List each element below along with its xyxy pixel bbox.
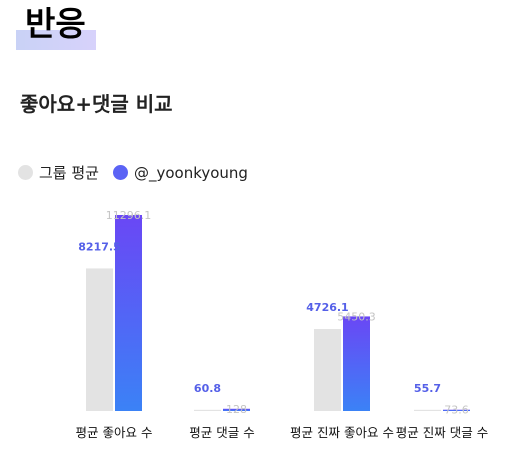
legend-item-group[interactable]: 그룹 평균: [18, 162, 99, 183]
data-label-group-avg: 55.7: [414, 382, 441, 395]
legend-swatch-group: [18, 165, 33, 180]
bar-user: [343, 316, 370, 411]
legend-label-group: 그룹 평균: [39, 164, 99, 182]
data-label-group-avg: 60.8: [194, 382, 221, 395]
data-label-user: 11296.1: [106, 209, 152, 222]
bar-user: [223, 408, 250, 411]
data-label-group-avg: 8217.5: [78, 240, 120, 253]
legend-item-user[interactable]: @_yoonkyoung: [112, 163, 248, 182]
bar-user: [443, 409, 470, 411]
bar-group-avg: [86, 268, 113, 411]
x-tick-label: 평균 좋아요 수: [76, 425, 153, 440]
data-label-user: 5450.3: [337, 310, 376, 323]
bar-group-avg: [314, 328, 341, 411]
data-label-user: 128: [226, 403, 247, 416]
legend-label-user: @_yoonkyoung: [133, 163, 248, 182]
title-highlight: [16, 30, 96, 50]
data-label-user: 73.6: [444, 404, 469, 417]
bar-user: [115, 215, 142, 411]
bar-group-avg: [194, 409, 221, 411]
section-title: 반응: [25, 4, 86, 43]
section-header: 반응: [16, 4, 96, 50]
bar-group-avg: [414, 409, 441, 411]
chart-legend: 그룹 평균 @_yoonkyoung: [18, 162, 262, 183]
x-tick-label: 평균 진짜 좋아요 수: [290, 425, 394, 440]
x-tick-label: 평균 댓글 수: [189, 425, 254, 440]
chart-title: 좋아요+댓글 비교: [20, 92, 173, 116]
legend-swatch-user: [112, 165, 128, 180]
data-label-group-avg: 4726.1: [306, 301, 348, 314]
x-tick-label: 평균 진짜 댓글 수: [396, 425, 488, 440]
